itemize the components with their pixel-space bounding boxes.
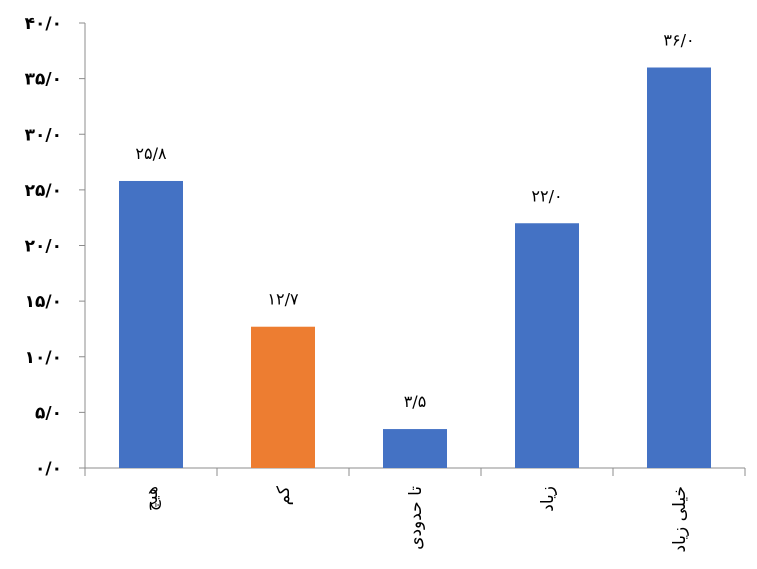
y-tick-label: ۱۵/۰ bbox=[25, 292, 62, 312]
y-axis-ticks: ۰/۰ ۵/۰ ۱۰/۰ ۱۵/۰ ۲۰/۰ ۲۵/۰ ۳۰/۰ ۳۵/۰ ۴۰/۰ bbox=[25, 14, 85, 479]
y-tick-label: ۳۰/۰ bbox=[25, 125, 62, 145]
y-tick-label: ۲۵/۰ bbox=[25, 181, 62, 201]
bar bbox=[647, 67, 711, 468]
y-tick-label: ۳۵/۰ bbox=[25, 70, 62, 90]
data-label: ۳/۵ bbox=[404, 392, 427, 411]
bars bbox=[119, 67, 711, 468]
x-axis-labels: هیچ کم تا حدودی زیاد خیلی زیاد bbox=[142, 485, 690, 552]
bar bbox=[119, 180, 183, 468]
y-tick-label: ۱۰/۰ bbox=[25, 348, 62, 368]
x-tick-label: هیچ bbox=[142, 486, 162, 511]
bar bbox=[251, 326, 315, 468]
bar bbox=[515, 223, 579, 468]
x-tick-label: کم bbox=[274, 485, 294, 505]
data-label: ۲۵/۸ bbox=[135, 144, 167, 163]
x-tick-label: تا حدودی bbox=[406, 486, 426, 550]
x-tick-label: خیلی زیاد bbox=[670, 486, 690, 553]
y-tick-label: ۰/۰ bbox=[35, 459, 62, 479]
data-label: ۱۲/۷ bbox=[267, 290, 299, 309]
bar bbox=[383, 429, 447, 468]
y-tick-label: ۴۰/۰ bbox=[25, 14, 62, 34]
x-tick-label: زیاد bbox=[538, 486, 558, 512]
data-label: ۲۲/۰ bbox=[531, 186, 562, 205]
y-tick-label: ۲۰/۰ bbox=[25, 237, 62, 257]
data-labels: ۲۵/۸ ۱۲/۷ ۳/۵ ۲۲/۰ ۳۶/۰ bbox=[135, 31, 694, 412]
y-tick-label: ۵/۰ bbox=[35, 403, 62, 423]
data-label: ۳۶/۰ bbox=[663, 31, 694, 50]
